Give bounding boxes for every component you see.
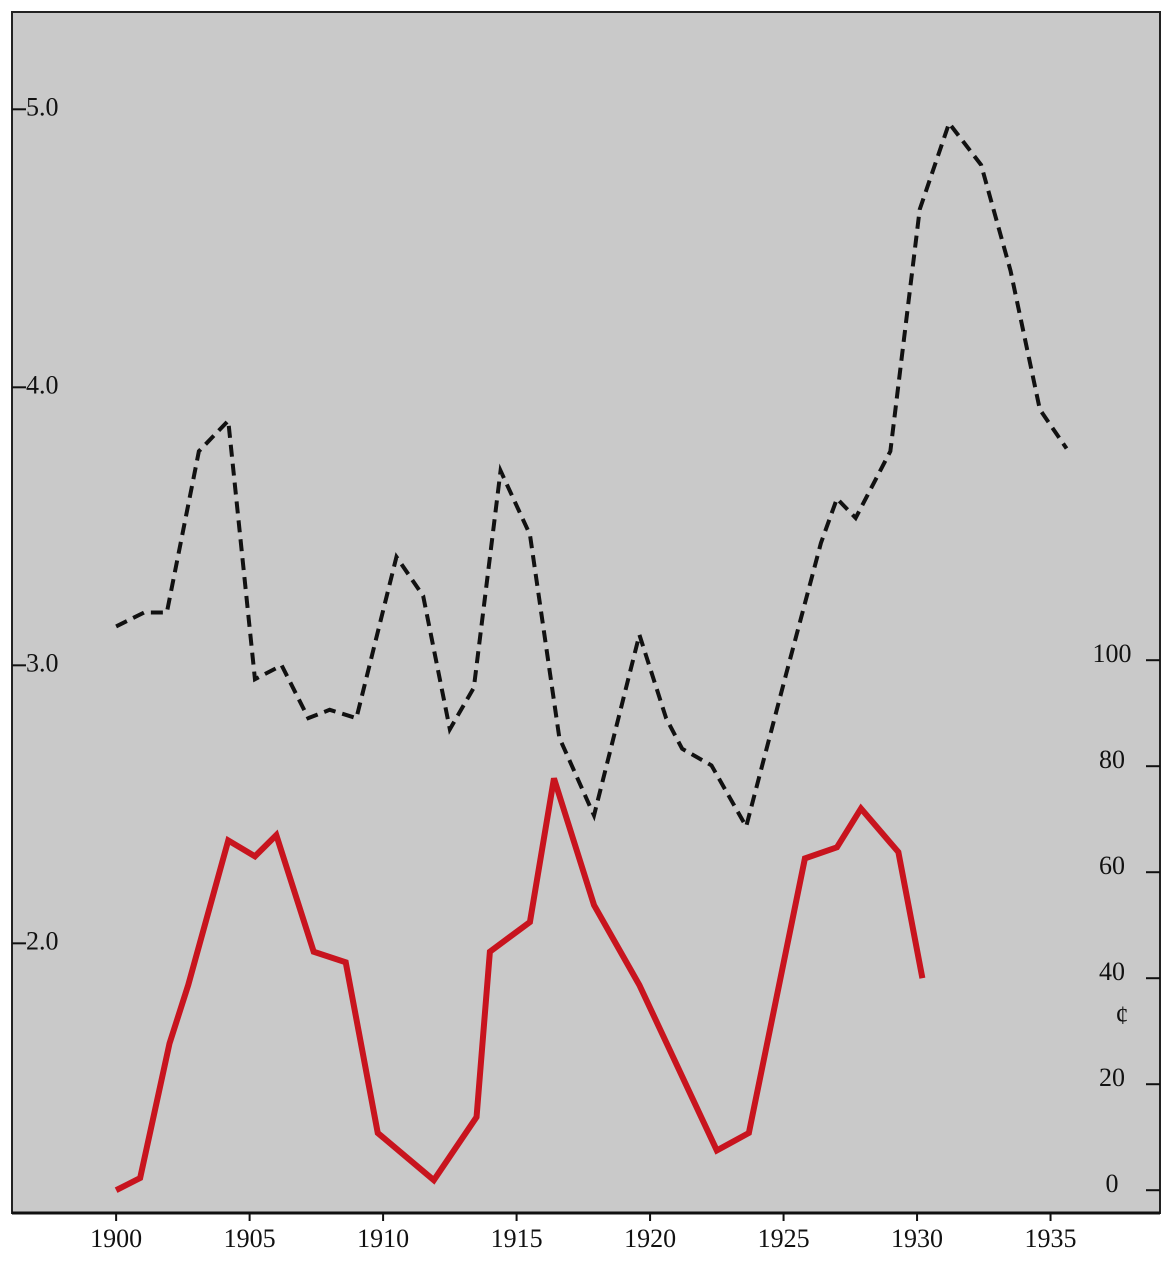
y-tick-label: 2.0	[26, 926, 59, 955]
x-tick-label: 1900	[90, 1224, 142, 1253]
x-tick-label: 1920	[624, 1224, 676, 1253]
x-tick-label: 1935	[1025, 1224, 1077, 1253]
x-tick-label: 1905	[224, 1224, 276, 1253]
y2-tick-label: 100	[1093, 639, 1132, 668]
y-tick-label: 3.0	[26, 648, 59, 677]
x-tick-label: 1925	[758, 1224, 810, 1253]
x-tick-label: 1915	[491, 1224, 543, 1253]
y2-tick-label: 0	[1106, 1169, 1119, 1198]
plot-area	[11, 11, 1161, 1214]
x-tick-label: 1910	[357, 1224, 409, 1253]
y2-tick-label: 20	[1099, 1063, 1125, 1092]
series-line	[114, 777, 926, 1193]
y-tick-label: 4.0	[26, 370, 59, 399]
y2-tick-label: 40	[1099, 957, 1125, 986]
y2-axis-label: ¢	[1116, 1001, 1129, 1030]
y2-tick-label: 80	[1099, 745, 1125, 774]
series-line	[115, 119, 1069, 832]
y2-tick-label: 60	[1099, 851, 1125, 880]
y-tick-label: 5.0	[26, 92, 59, 121]
x-tick-label: 1930	[891, 1224, 943, 1253]
